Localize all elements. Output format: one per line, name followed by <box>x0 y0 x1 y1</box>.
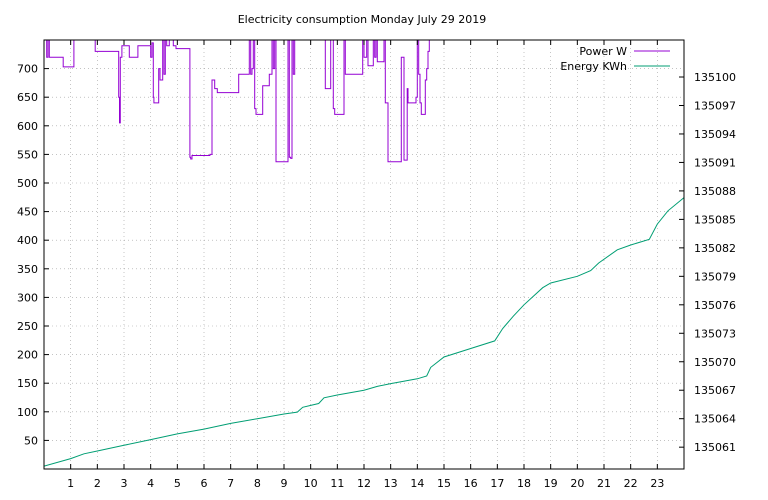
y-tick-label: 150 <box>17 377 38 390</box>
x-tick-label: 16 <box>464 477 478 490</box>
y2-tick-label: 135079 <box>694 270 736 283</box>
x-tick-label: 9 <box>281 477 288 490</box>
y2-tick-label: 135094 <box>694 128 736 141</box>
y-tick-label: 200 <box>17 349 38 362</box>
x-tick-label: 13 <box>384 477 398 490</box>
y2-tick-label: 135088 <box>694 185 736 198</box>
series-line-energy-kwh <box>44 197 684 467</box>
x-tick-label: 17 <box>490 477 504 490</box>
x-tick-label: 18 <box>517 477 531 490</box>
y2-tick-label: 135082 <box>694 242 736 255</box>
x-tick-label: 10 <box>304 477 318 490</box>
y2-tick-label: 135076 <box>694 299 736 312</box>
legend-label: Power W <box>579 45 627 58</box>
x-tick-label: 2 <box>94 477 101 490</box>
y-tick-label: 250 <box>17 320 38 333</box>
x-tick-label: 14 <box>410 477 424 490</box>
x-tick-label: 6 <box>201 477 208 490</box>
y-axis-left: 50 100 150 200 250 300 350 400 450 500 550 600 650 70… <box>17 63 49 447</box>
y2-tick-label: 135073 <box>694 327 736 340</box>
y-axis-right: 135061 135064 135067 135070 135073 135076 1350… <box>679 71 736 454</box>
x-tick-label: 22 <box>624 477 638 490</box>
x-tick-label: 8 <box>254 477 261 490</box>
x-tick-label: 1 <box>67 477 74 490</box>
x-tick-label: 12 <box>357 477 371 490</box>
grid <box>44 40 684 469</box>
x-tick-label: 4 <box>147 477 154 490</box>
chart-title: Electricity consumption Monday July 29 2… <box>238 13 487 26</box>
y-tick-label: 400 <box>17 234 38 247</box>
x-tick-label: 5 <box>174 477 181 490</box>
x-tick-label: 7 <box>227 477 234 490</box>
y2-tick-label: 135064 <box>694 413 736 426</box>
x-tick-label: 20 <box>570 477 584 490</box>
y-tick-label: 50 <box>24 434 38 447</box>
x-tick-label: 15 <box>437 477 451 490</box>
legend-label: Energy KWh <box>560 60 627 73</box>
y2-tick-label: 135067 <box>694 384 736 397</box>
x-tick-label: 19 <box>544 477 558 490</box>
y2-tick-label: 135097 <box>694 99 736 112</box>
series-line-power-w <box>44 40 684 163</box>
y-tick-label: 500 <box>17 177 38 190</box>
x-tick-label: 21 <box>597 477 611 490</box>
y2-tick-label: 135061 <box>694 441 736 454</box>
y2-tick-label: 135085 <box>694 213 736 226</box>
y-tick-label: 700 <box>17 63 38 76</box>
y-tick-label: 550 <box>17 148 38 161</box>
y-tick-label: 450 <box>17 206 38 219</box>
y2-tick-label: 135070 <box>694 356 736 369</box>
x-tick-label: 3 <box>121 477 128 490</box>
x-tick-label: 23 <box>650 477 664 490</box>
legend: Power W Energy KWh <box>560 45 670 73</box>
y-tick-label: 300 <box>17 291 38 304</box>
y-tick-label: 600 <box>17 120 38 133</box>
y2-tick-label: 135091 <box>694 156 736 169</box>
series-layer <box>44 40 684 467</box>
x-tick-label: 11 <box>330 477 344 490</box>
y-tick-label: 350 <box>17 263 38 276</box>
x-axis: 1 2 3 4 5 6 7 8 9 10 11 12 13 14 15 16 17 18 19 20 21 22 23 <box>67 40 664 490</box>
y-tick-label: 100 <box>17 406 38 419</box>
y2-tick-label: 135100 <box>694 71 736 84</box>
y-tick-label: 650 <box>17 91 38 104</box>
